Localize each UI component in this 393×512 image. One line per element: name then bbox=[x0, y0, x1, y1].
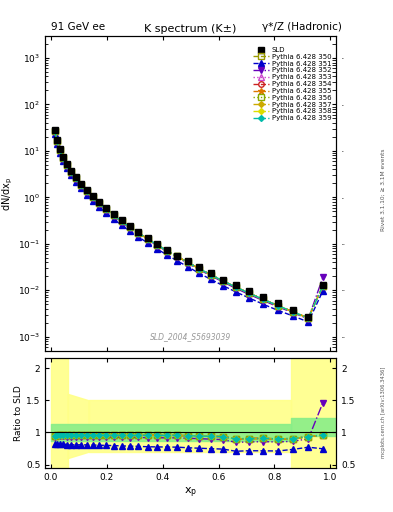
Text: 91 GeV ee: 91 GeV ee bbox=[51, 22, 105, 32]
X-axis label: x$_\mathsf{p}$: x$_\mathsf{p}$ bbox=[184, 485, 197, 500]
Title: K spectrum (K±): K spectrum (K±) bbox=[144, 24, 237, 34]
Text: γ*/Z (Hadronic): γ*/Z (Hadronic) bbox=[262, 22, 342, 32]
Legend: SLD, Pythia 6.428 350, Pythia 6.428 351, Pythia 6.428 352, Pythia 6.428 353, Pyt: SLD, Pythia 6.428 350, Pythia 6.428 351,… bbox=[252, 46, 332, 123]
Text: SLD_2004_S5693039: SLD_2004_S5693039 bbox=[150, 332, 231, 342]
Y-axis label: dN/dx$_\mathsf{p}$: dN/dx$_\mathsf{p}$ bbox=[1, 176, 15, 210]
Text: mcplots.cern.ch [arXiv:1306.3436]: mcplots.cern.ch [arXiv:1306.3436] bbox=[381, 367, 386, 458]
Text: Rivet 3.1.10; ≥ 3.1M events: Rivet 3.1.10; ≥ 3.1M events bbox=[381, 148, 386, 231]
Y-axis label: Ratio to SLD: Ratio to SLD bbox=[14, 386, 23, 441]
